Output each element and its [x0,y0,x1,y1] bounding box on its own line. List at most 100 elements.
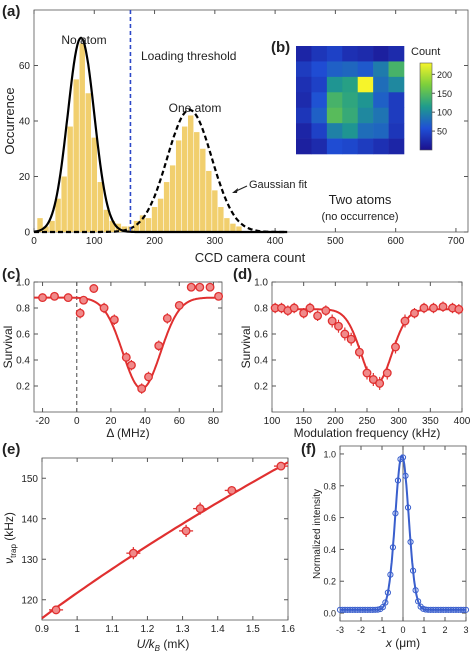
panel-f-data-point [394,477,402,484]
panel-a-annotation-gaussian-fit: Gaussian fit [249,179,307,191]
panel-e-xtick-label: 1.5 [246,624,260,635]
panel-d-xtick-label: 350 [422,416,439,427]
panel-a-histogram-bar [188,115,194,232]
panel-b-heatmap-cell [296,46,312,62]
panel-d-data-point [289,303,299,313]
panel-a-histogram-bar [109,220,116,232]
panel-a-histogram-bar [206,170,212,232]
panel-e-xtick-label: 1.4 [211,624,225,635]
panel-e-data-point [51,605,61,615]
panel-c-fit-curve [34,296,222,390]
panel-c-data-point [50,291,59,301]
panel-b-heatmap-cell [373,61,389,78]
panel-e-fit-curve [41,461,289,620]
panel-c-data-point [75,308,85,318]
panel-f-data-point [374,606,381,613]
panel-b-colorbar-tick-label: 200 [437,70,452,80]
panel-f-xlabel: x (μm) [385,636,420,650]
panel-b-colorbar-tick-label: 150 [437,89,452,99]
panel-d-data-point [354,347,364,357]
panel-f-data-point [399,454,407,461]
panel-a-histogram-bar [212,190,218,232]
panel-f-xtick-label: 3 [463,625,468,635]
panel-f-ytick-label: 1.0 [323,449,336,459]
panel-d-data-point [346,334,356,344]
panel-a-histogram-bar [236,226,242,232]
panel-d-plot-frame [271,281,463,413]
panel-c-data-point [205,282,215,292]
panel-a-xtick-label: 600 [387,236,404,247]
panel-b-heatmap-cell [311,107,328,124]
panel-b-heatmap-cell [311,138,328,155]
panel-d-label: (d) [233,266,252,283]
panel-b-heatmap-cell [342,123,359,139]
panel-e-data-point [227,485,237,495]
panel-f-xtick-label: 1 [421,625,426,635]
panel-a-histogram-bar [85,93,91,232]
panel-f-data-point [382,599,389,606]
panel-c-label: (c) [2,266,20,283]
panel-e-xtick-label: 1.6 [281,624,295,635]
panel-c-data-point [214,291,224,301]
panel-c-ytick-label: 1.0 [16,278,30,289]
panel-f-xtick-label: -2 [357,625,365,635]
panel-f-ytick-label: 0.0 [323,609,336,619]
panel-c-data-point [154,341,164,351]
panel-a-histogram-bar [224,218,230,232]
panel-b-colorbar-label: Count [411,46,440,58]
panel-e-label: (e) [2,441,20,458]
panel-a-ytick-label: 40 [19,117,31,128]
panel-c-xlabel: Δ (MHz) [106,426,149,440]
panel-b: 50 100 150 200 Count [296,46,452,155]
panel-f-data-point [407,538,414,546]
panel-b-heatmap-cell [357,76,374,93]
panel-b-heatmap-cell [342,107,359,124]
panel-f-data-point [462,606,470,613]
panel-c: -20 0 20 40 60 80 0.2 0.4 0.6 0.8 1.0 Δ (MHz) Surviv… [1,278,224,440]
panel-f-ytick-label: 0.6 [323,513,336,523]
panel-e: 0.9 1 1.1 1.2 1.3 1.4 1.5 1.6 120 130 140 150 U/kB (… [2,457,295,653]
panel-d-xtick-label: 200 [327,416,344,427]
panel-f-data-point [409,567,417,574]
panel-d-data-point [438,302,448,312]
panel-d-data-point [410,308,419,318]
panel-b-heatmap-cell [373,92,389,109]
panel-a-histogram-bar [55,198,61,232]
panel-f-xtick-label: -3 [336,625,344,635]
panel-a-gaussian-no-atom [33,36,288,234]
panel-d-xlabel: Modulation frequency (kHz) [294,426,441,440]
panel-c-xtick-label: 20 [105,416,117,427]
panel-f-xtick-label: -1 [378,625,386,635]
panel-b-heatmap-cell [326,123,343,139]
panel-b-heatmap-cell [388,138,405,155]
panel-b-colorbar [419,62,433,151]
panel-f-xtick-label: 2 [442,625,447,635]
panel-b-heatmap-cell [342,76,359,93]
panel-a-histogram-bar [157,198,164,232]
panel-d-xtick-label: 400 [454,416,471,427]
panel-b-heatmap-cell [357,123,374,139]
panel-a-annotation-threshold: Loading threshold [141,49,236,63]
panel-b-heatmap-cell [326,76,343,93]
panel-a-label: (a) [2,3,20,20]
panel-b-heatmap-cell [326,107,343,124]
panel-d-ytick-label: 0.2 [254,382,268,393]
panel-f-data-point [387,571,394,578]
panel-a-xtick-label: 300 [206,236,223,247]
panel-b-heatmap-cell [296,123,312,139]
panel-e-xtick-label: 1.2 [140,624,154,635]
panel-d-xtick-label: 100 [264,416,281,427]
panel-e-ytick-label: 140 [21,514,38,525]
panel-c-data-point [99,303,109,313]
panel-c-xtick-label: 80 [208,416,220,427]
panel-b-heatmap-cell [326,46,343,62]
panel-a-histogram-bar [133,220,140,232]
panel-a-xtick-label: 700 [448,236,465,247]
panel-a-histogram-bar [139,215,146,232]
panel-e-xtick-label: 1.3 [176,624,190,635]
panel-c-data-point [162,313,172,323]
panel-d-ylabel: Survival [239,326,253,369]
panel-c-data-point [38,293,47,303]
panel-d-data-point [305,303,315,313]
